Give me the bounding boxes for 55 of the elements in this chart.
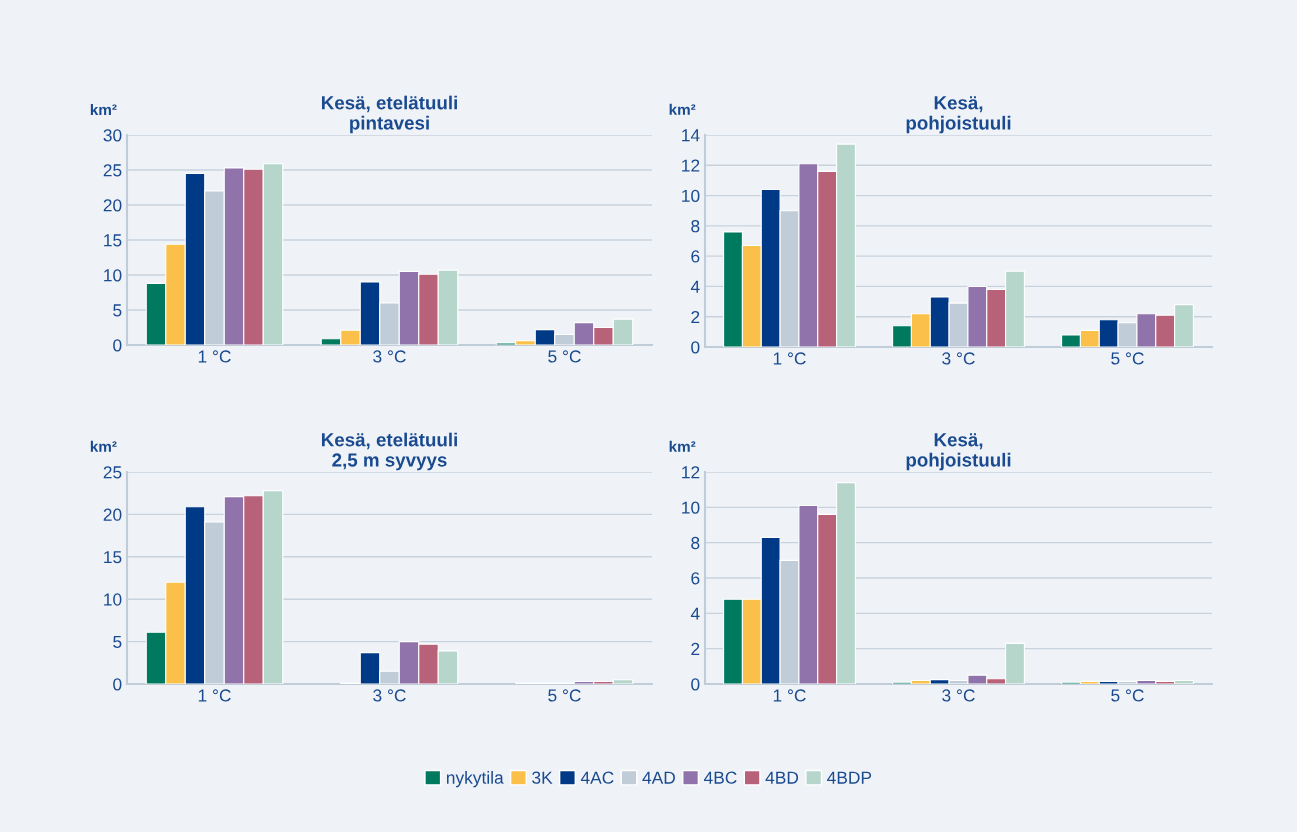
- x-tick-label: 1 °C: [198, 350, 231, 363]
- y-tick-label: 0: [691, 678, 700, 691]
- y-tick-label: 0: [691, 341, 700, 354]
- chart-title: Kesä, pohjoistuuli: [906, 433, 1011, 471]
- y-tick-label: 4: [690, 280, 700, 293]
- x-tick-label: 3 °C: [942, 352, 975, 365]
- x-tick-label: 5 °C: [548, 350, 581, 363]
- y-tick-label: 15: [104, 551, 122, 564]
- y-tick-label: 10: [682, 501, 700, 514]
- y-tick-label: 4: [690, 607, 700, 620]
- y-tick-label: 12: [682, 159, 700, 172]
- x-tick-label: 3 °C: [373, 350, 406, 363]
- legend-label: 4BDP: [827, 771, 872, 784]
- x-tick-label: 1 °C: [198, 689, 231, 702]
- y-tick-label: 2: [691, 642, 700, 655]
- y-tick-label: 25: [103, 466, 122, 479]
- x-tick-label: 3 °C: [942, 689, 975, 702]
- legend-label: 4BD: [765, 771, 799, 784]
- y-tick-label: 20: [103, 199, 122, 212]
- y-tick-label: 8: [691, 536, 700, 550]
- chart-title: Kesä, etelätuuli 2,5 m syvyys: [321, 432, 457, 471]
- y-tick-label: 5: [113, 304, 122, 317]
- y-tick-label: 6: [691, 572, 700, 585]
- y-tick-label: 6: [691, 250, 700, 263]
- y-axis-title: km²: [669, 440, 696, 452]
- x-tick-label: 1 °C: [773, 689, 806, 702]
- chart-title: Kesä, pohjoistuuli: [906, 96, 1011, 134]
- y-axis-title: km²: [90, 440, 117, 452]
- legend-label: 4AD: [642, 771, 675, 784]
- x-tick-label: 3 °C: [373, 689, 406, 702]
- legend-label: 4AC: [580, 771, 614, 784]
- y-tick-label: 25: [103, 164, 122, 177]
- y-tick-label: 20: [103, 508, 122, 521]
- y-tick-label: 15: [104, 234, 122, 247]
- x-tick-label: 5 °C: [548, 689, 581, 702]
- chart-title: Kesä, etelätuuli pintavesi: [321, 95, 457, 134]
- y-tick-label: 2: [691, 310, 700, 324]
- y-tick-label: 5: [113, 635, 122, 649]
- x-tick-label: 5 °C: [1111, 689, 1144, 702]
- legend-label: 4BC: [703, 771, 737, 784]
- y-tick-label: 0: [113, 678, 122, 691]
- y-tick-label: 10: [682, 189, 700, 203]
- legend-label: 3K: [532, 771, 553, 784]
- y-tick-label: 0: [113, 339, 122, 352]
- y-tick-label: 30: [103, 129, 122, 142]
- y-axis-title: km²: [669, 103, 696, 115]
- y-tick-label: 10: [104, 269, 122, 282]
- y-axis-title: km²: [90, 103, 117, 116]
- y-tick-label: 8: [691, 220, 700, 233]
- x-tick-label: 1 °C: [773, 352, 806, 365]
- legend-label: nykytila: [446, 771, 504, 788]
- x-tick-label: 5 °C: [1111, 352, 1144, 365]
- y-tick-label: 10: [104, 593, 122, 606]
- y-tick-label: 14: [682, 129, 700, 142]
- y-tick-label: 12: [682, 466, 700, 479]
